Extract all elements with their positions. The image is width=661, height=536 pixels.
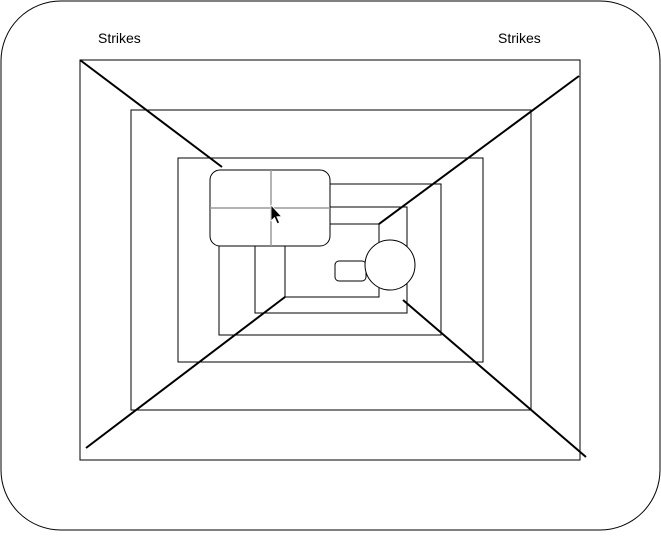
diagonal-line-bottom-left — [85, 296, 286, 449]
diagonal-line-top-right — [378, 75, 580, 225]
strikes-label-right: Strikes — [498, 30, 541, 46]
ball-circle[interactable] — [364, 239, 416, 291]
tunnel-rect-2 — [130, 109, 532, 411]
diagonal-line-bottom-right — [402, 299, 587, 458]
tunnel-rect-3 — [177, 157, 484, 363]
diagonal-line-top-left — [79, 59, 223, 168]
small-rounded-rect[interactable] — [334, 260, 367, 282]
crosshair-box[interactable] — [209, 169, 331, 247]
tunnel-rect-1 — [79, 59, 581, 461]
strikes-label-left: Strikes — [98, 30, 141, 46]
mouse-pointer-icon — [270, 204, 282, 225]
